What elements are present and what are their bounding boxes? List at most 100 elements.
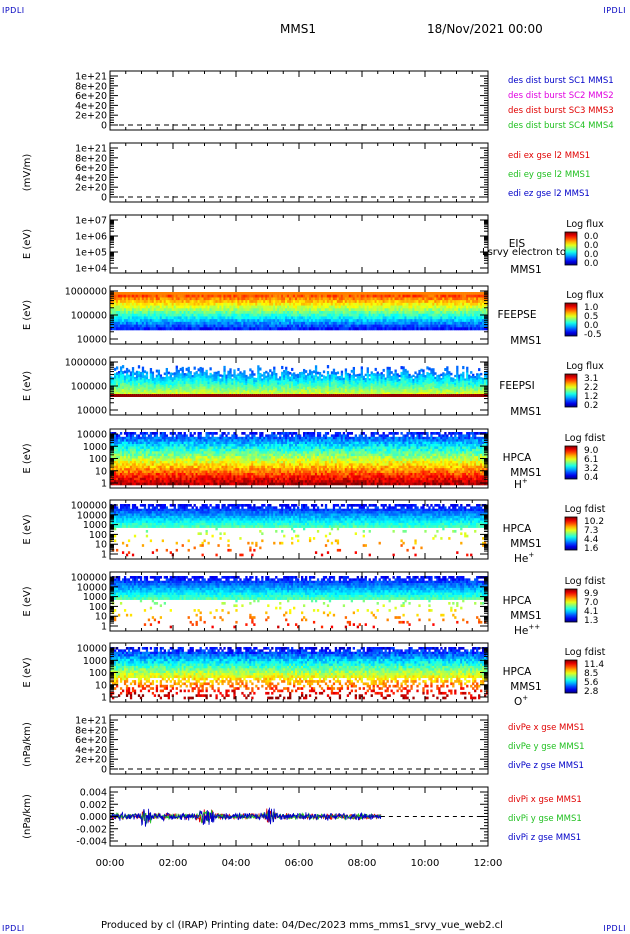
spectrogram-cell <box>175 324 178 328</box>
spectrogram-cell <box>259 389 262 393</box>
spectrogram-cell <box>197 392 200 396</box>
spectrogram-cell <box>414 380 417 384</box>
spectrogram-cell <box>392 297 395 301</box>
spectrogram-cell <box>310 380 314 384</box>
spectrogram-cell <box>302 321 306 325</box>
spectrogram-cell <box>183 305 186 309</box>
spectrogram-cell <box>422 321 425 325</box>
spectrogram-cell <box>328 382 332 386</box>
spectrogram-cell <box>358 383 361 386</box>
spectrogram-cell <box>111 379 115 382</box>
spectrogram-cell <box>131 311 135 315</box>
spectrogram-cell <box>404 294 407 298</box>
spectrogram-cell <box>215 321 218 325</box>
spectrogram-cell <box>245 316 248 320</box>
spectrogram-cell <box>382 374 385 378</box>
spectrogram-cell <box>147 300 151 304</box>
spectrogram-cell <box>119 311 123 315</box>
spectrogram-cell <box>436 379 439 382</box>
spectrogram-cell <box>312 311 316 315</box>
spectrogram-cell <box>267 300 270 304</box>
spectrogram-cell <box>386 302 389 306</box>
spectrogram-cell <box>444 321 447 325</box>
spectrogram-cell <box>237 305 240 309</box>
spectrogram-cell <box>243 372 246 376</box>
spectrogram-cell <box>322 294 326 298</box>
spectrogram-cell <box>326 292 330 296</box>
page-date: 18/Nov/2021 00:00 <box>427 22 543 36</box>
spectrogram-cell <box>233 324 236 328</box>
spectrogram-cell <box>177 369 180 373</box>
spectrogram-cell <box>203 392 206 396</box>
spectrogram-cell <box>173 305 176 309</box>
spectrogram-cell <box>472 305 475 309</box>
spectrogram-cell <box>231 316 234 320</box>
spectrogram-cell <box>193 305 196 309</box>
spectrogram-cell <box>406 389 409 393</box>
spectrogram-cell <box>205 324 208 328</box>
spectrogram-cell <box>271 327 274 331</box>
spectrogram-cell <box>310 390 314 393</box>
spectrogram-cell <box>394 377 397 381</box>
spectrogram-cell <box>458 311 461 315</box>
spectrogram-cell <box>386 311 389 315</box>
spectrogram-cell <box>350 327 354 331</box>
spectrogram-cell <box>129 378 133 382</box>
spectrogram-cell <box>444 294 447 298</box>
spectrogram-cell <box>346 372 350 376</box>
spectrogram-cell <box>229 319 232 323</box>
spectrogram-cell <box>231 302 234 306</box>
spectrogram-cell <box>125 394 129 397</box>
spectrogram-cell <box>181 386 184 390</box>
spectrogram-cell <box>225 308 228 312</box>
spectrogram-cell <box>143 316 147 320</box>
spectrogram-cell <box>302 300 306 304</box>
spectrogram-cell <box>304 297 308 301</box>
spectrogram-cell <box>209 297 212 301</box>
spectrogram-cell <box>386 389 389 393</box>
spectrogram-cell <box>354 308 357 312</box>
spectrogram-cell <box>320 294 324 298</box>
spectrogram-cell <box>466 297 469 301</box>
spectrogram-cell <box>356 319 359 323</box>
spectrogram-cell <box>195 316 198 320</box>
spectrogram-cell <box>388 305 391 309</box>
spectrogram-cell <box>302 319 306 323</box>
spectrogram-cell <box>314 292 318 296</box>
spectrogram-cell <box>217 324 220 328</box>
spectrogram-cell <box>414 319 417 323</box>
spectrogram-cell <box>312 321 316 325</box>
spectrogram-cell <box>368 305 371 309</box>
spectrogram-cell <box>235 319 238 323</box>
spectrogram-cell <box>472 321 475 325</box>
spectrogram-cell <box>195 308 198 312</box>
spectrogram-cell <box>223 297 226 301</box>
spectrogram-cell <box>374 327 377 331</box>
spectrogram-cell <box>217 308 220 312</box>
spectrogram-cell <box>456 313 459 317</box>
spectrogram-cell <box>227 394 230 397</box>
spectrogram-cell <box>452 311 455 315</box>
spectrogram-cell <box>400 383 403 387</box>
spectrogram-cell <box>416 305 419 309</box>
spectrogram-cell <box>197 376 200 380</box>
spectrogram-cell <box>173 384 176 388</box>
spectrogram-cell <box>153 319 157 323</box>
spectrogram-cell <box>257 374 260 378</box>
spectrogram-cell <box>362 394 365 397</box>
spectrogram-cell <box>201 386 204 390</box>
spectrogram-cell <box>291 316 294 320</box>
spectrogram-cell <box>458 308 461 312</box>
spectrogram-cell <box>117 324 121 328</box>
spectrogram-cell <box>209 308 212 312</box>
spectrogram-cell <box>157 372 161 376</box>
spectrogram-cell <box>478 327 481 331</box>
spectrogram-cell <box>344 321 348 325</box>
spectrogram-cell <box>360 305 363 309</box>
spectrogram-cell <box>213 292 216 296</box>
spectrogram-cell <box>131 319 135 323</box>
spectrogram-cell <box>219 305 222 309</box>
spectrogram-cell <box>406 294 409 298</box>
spectrogram-cell <box>330 389 334 393</box>
spectrogram-cell <box>243 380 246 383</box>
